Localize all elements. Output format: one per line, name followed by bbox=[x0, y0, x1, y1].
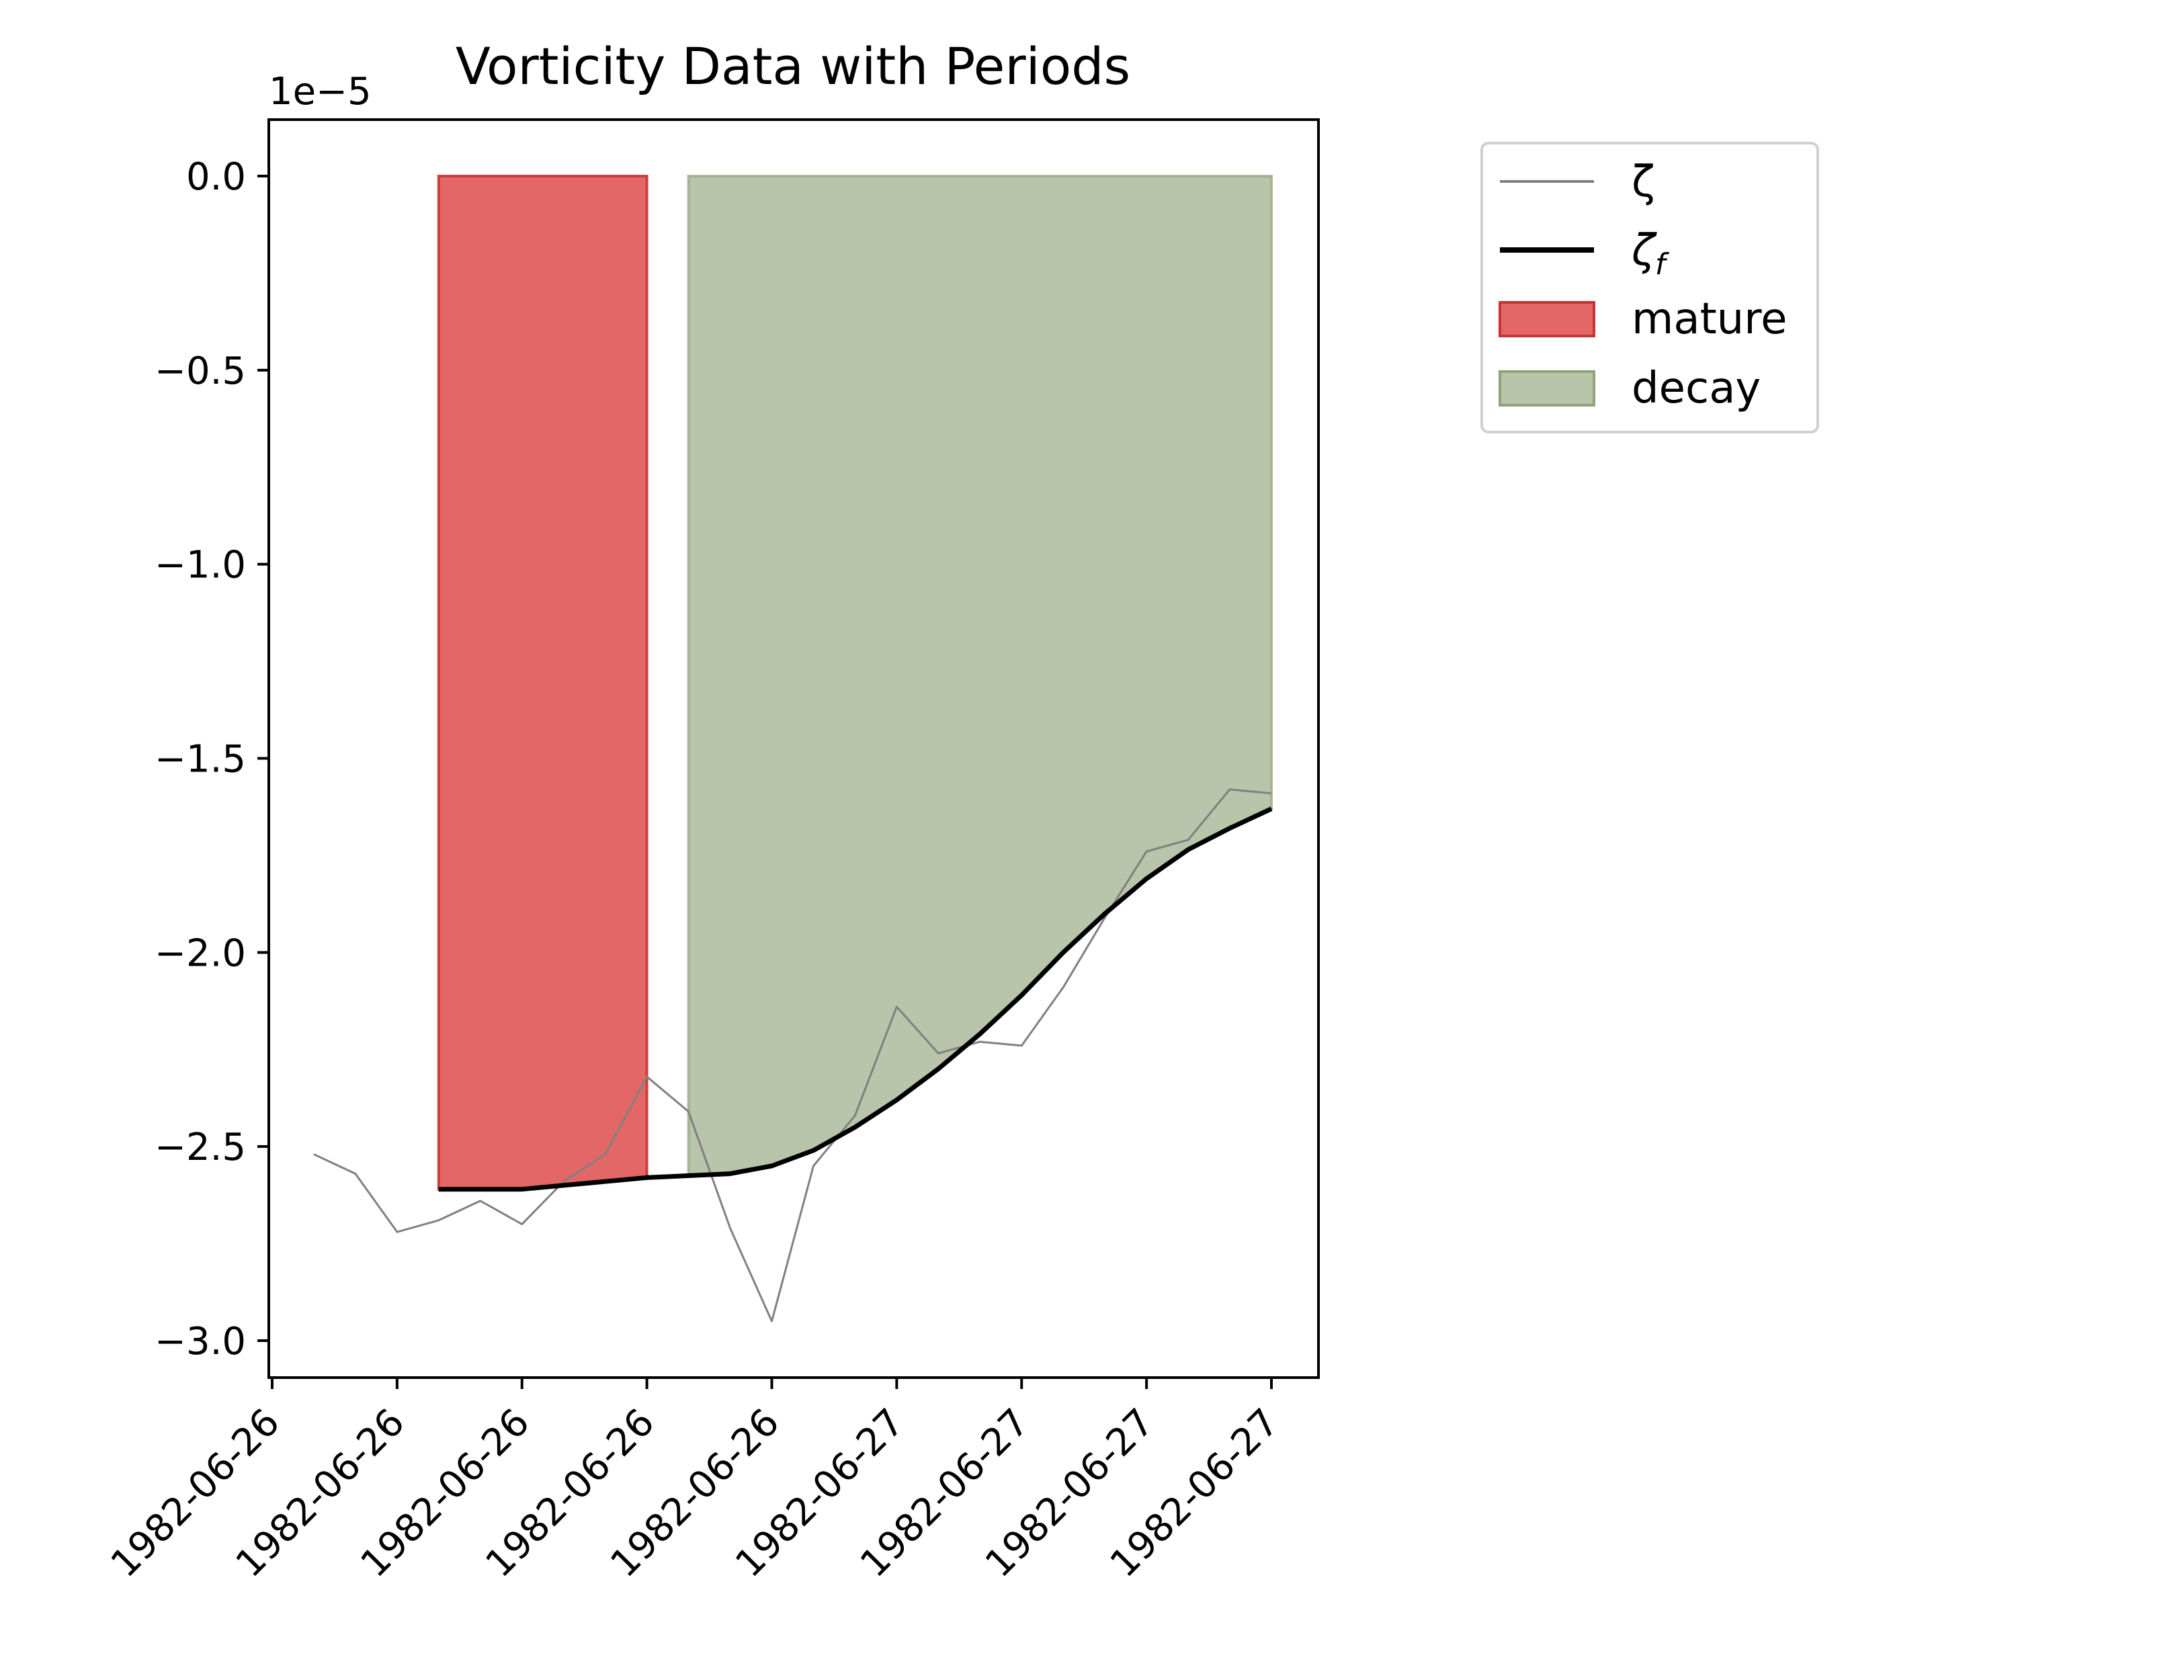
chart-title: Vorticity Data with Periods bbox=[456, 36, 1130, 96]
zeta-f-point bbox=[896, 1099, 897, 1101]
zeta-f-point bbox=[771, 1165, 773, 1167]
y-tick-label: −1.0 bbox=[155, 544, 246, 587]
period-decay bbox=[687, 175, 1273, 1177]
zeta-f-point bbox=[937, 1068, 939, 1070]
y-tick-label: −2.5 bbox=[155, 1126, 246, 1169]
zeta-f-point bbox=[1229, 827, 1230, 829]
zeta-point bbox=[771, 1320, 773, 1322]
legend-patch-mature bbox=[1499, 301, 1595, 337]
zeta-point bbox=[1229, 789, 1230, 790]
legend-patch-decay bbox=[1499, 370, 1595, 407]
legend: ζ ζf mature decay bbox=[1480, 142, 1819, 433]
zeta-point bbox=[1146, 851, 1147, 852]
legend-frame bbox=[1480, 142, 1819, 433]
zeta-f-point bbox=[646, 1177, 648, 1178]
zeta-point bbox=[563, 1181, 564, 1182]
zeta-f-point bbox=[688, 1175, 689, 1177]
zeta-f-point bbox=[1062, 952, 1064, 953]
period-shading bbox=[437, 175, 1273, 1191]
zeta-f-point bbox=[1146, 878, 1147, 880]
zeta-point bbox=[937, 1052, 939, 1054]
series-lines bbox=[313, 788, 1273, 1322]
legend-label-decay: decay bbox=[1632, 364, 1761, 413]
zeta-point bbox=[1021, 1045, 1022, 1046]
y-tick-label: −0.5 bbox=[155, 349, 246, 393]
zeta-point bbox=[812, 1165, 814, 1167]
legend-label-zeta: ζ bbox=[1632, 157, 1655, 207]
y-axis: 0.0 −0.5 −1.0 −1.5 −2.0 −2.5 −3.0 bbox=[155, 155, 269, 1363]
plot-frame bbox=[267, 118, 1320, 1379]
y-offset-text: 1e−5 bbox=[269, 70, 372, 114]
period-mature bbox=[437, 175, 648, 1191]
y-tick-label: −3.0 bbox=[155, 1320, 246, 1363]
legend-label-zeta-f-base: ζ bbox=[1631, 226, 1657, 276]
zeta-point bbox=[1062, 986, 1064, 988]
y-tick-label: −1.5 bbox=[155, 738, 246, 782]
zeta-point bbox=[688, 1111, 689, 1112]
zeta-point bbox=[1187, 839, 1189, 841]
zeta-f-point bbox=[1187, 849, 1189, 850]
y-tick-label: −2.0 bbox=[155, 931, 246, 975]
y-tick-label: 0.0 bbox=[186, 155, 246, 199]
legend-label-mature: mature bbox=[1632, 294, 1788, 344]
x-axis: 1982-06-261982-06-261982-06-261982-06-26… bbox=[103, 1378, 1288, 1586]
